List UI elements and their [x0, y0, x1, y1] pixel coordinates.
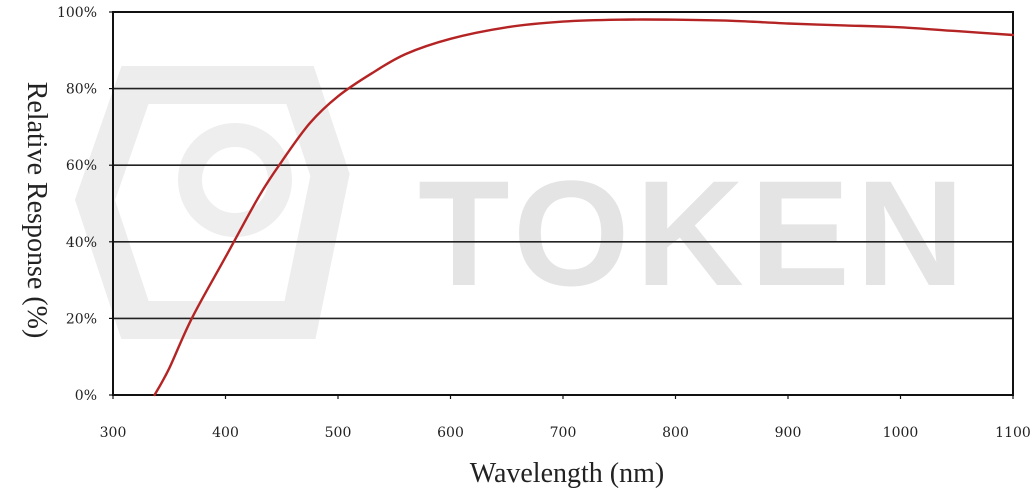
- x-axis-ticks: 300 400 500 600 700 800 900 1000 1100: [100, 395, 1031, 441]
- y-tick-label: 20%: [66, 311, 97, 327]
- x-tick-label: 300: [100, 425, 127, 441]
- x-tick-label: 800: [662, 425, 689, 441]
- x-tick-label: 1000: [883, 425, 919, 441]
- y-tick-label: 0%: [75, 388, 97, 404]
- x-tick-label: 600: [437, 425, 464, 441]
- plot-frame: [112, 11, 1014, 396]
- x-axis-label: Wavelength (nm): [470, 458, 664, 489]
- x-tick-label: 1100: [995, 425, 1031, 441]
- y-tick-label: 80%: [66, 82, 97, 98]
- watermark-hexagon-shape: [74, 66, 350, 339]
- y-tick-label: 100%: [57, 5, 97, 21]
- x-tick-label: 400: [212, 425, 239, 441]
- y-axis-label: Relative Response (%): [21, 82, 52, 339]
- y-tick-label: 60%: [66, 158, 97, 174]
- watermark-logo: TOKEN: [74, 66, 970, 339]
- x-tick-label: 700: [550, 425, 577, 441]
- watermark-circle-shape: [178, 123, 292, 237]
- y-tick-label: 40%: [66, 235, 97, 251]
- x-tick-label: 500: [325, 425, 352, 441]
- x-tick-label: 900: [775, 425, 802, 441]
- relative-response-curve: [153, 18, 1015, 397]
- watermark-text: TOKEN: [418, 149, 970, 317]
